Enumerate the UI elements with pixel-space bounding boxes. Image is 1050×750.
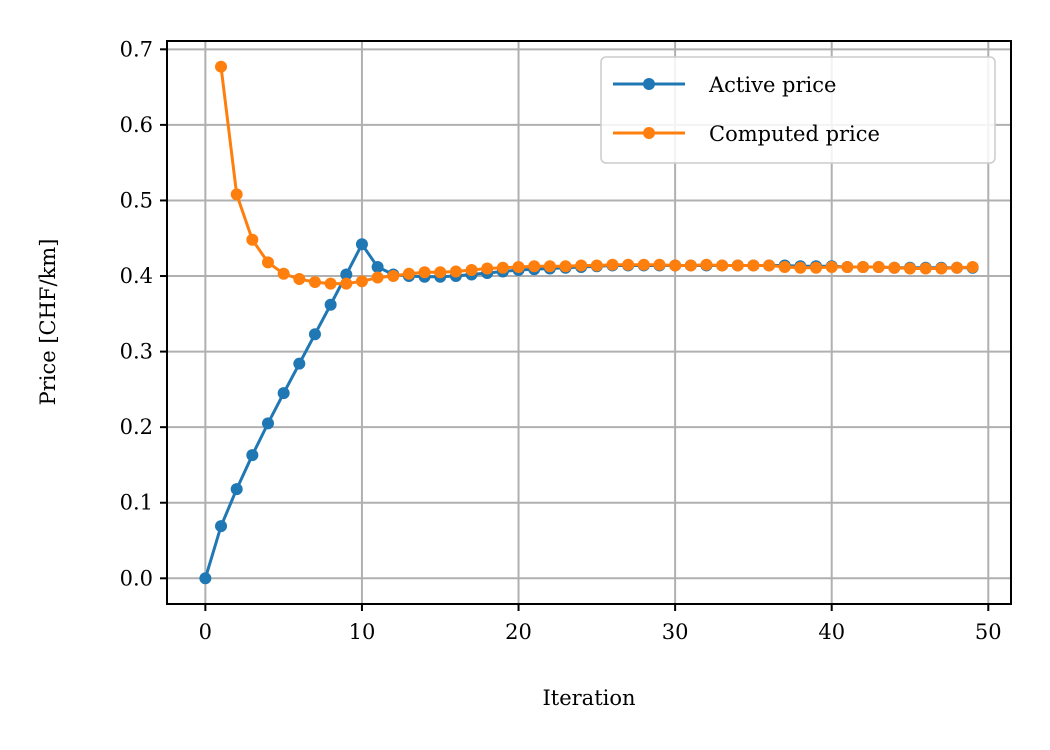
- data-point: [888, 261, 901, 274]
- series-computed-price: [215, 60, 979, 290]
- data-point: [402, 267, 415, 280]
- x-tick-label: 30: [662, 620, 689, 644]
- data-point: [230, 483, 243, 496]
- legend-label: Computed price: [709, 122, 880, 146]
- data-point: [293, 273, 306, 286]
- data-point: [308, 328, 321, 341]
- x-tick-label: 50: [975, 620, 1002, 644]
- data-point: [778, 260, 791, 273]
- data-point: [261, 417, 274, 430]
- series-active-price: [199, 238, 979, 585]
- data-point: [622, 258, 635, 271]
- y-tick-label: 0.3: [120, 340, 153, 364]
- data-point: [261, 256, 274, 269]
- data-point: [324, 298, 337, 311]
- y-tick-label: 0.4: [120, 264, 153, 288]
- data-point: [512, 260, 525, 273]
- data-point: [559, 260, 572, 273]
- data-point: [590, 259, 603, 272]
- plot-frame: [166, 40, 1012, 605]
- y-tick-label: 0.1: [120, 491, 153, 515]
- data-point: [543, 260, 556, 273]
- y-axis-label: Price [CHF/km]: [36, 239, 60, 406]
- data-point: [637, 258, 650, 271]
- data-point: [355, 275, 368, 288]
- data-point: [481, 262, 494, 275]
- legend-marker: [643, 78, 655, 90]
- data-point: [606, 258, 619, 271]
- data-point: [355, 238, 368, 251]
- data-point: [434, 266, 447, 279]
- data-point: [872, 260, 885, 273]
- plot-series: [199, 60, 979, 585]
- data-point: [230, 188, 243, 201]
- data-point: [684, 259, 697, 272]
- y-tick-label: 0.2: [120, 415, 153, 439]
- data-point: [277, 267, 290, 280]
- data-point: [215, 520, 228, 533]
- data-point: [308, 276, 321, 289]
- data-point: [716, 259, 729, 272]
- data-point: [246, 233, 259, 246]
- data-point: [966, 260, 979, 273]
- y-tick-label: 0.6: [120, 113, 153, 137]
- data-point: [496, 261, 509, 274]
- data-point: [763, 259, 776, 272]
- data-point: [246, 449, 259, 462]
- data-point: [653, 258, 666, 271]
- data-point: [857, 260, 870, 273]
- data-point: [340, 277, 353, 290]
- data-point: [669, 259, 682, 272]
- legend-marker: [643, 127, 655, 139]
- data-point: [215, 60, 228, 73]
- x-tick-label: 20: [505, 620, 532, 644]
- data-point: [904, 262, 917, 275]
- data-point: [950, 261, 963, 274]
- data-point: [371, 271, 384, 284]
- data-point: [919, 262, 932, 275]
- legend-box: [600, 56, 996, 164]
- y-tick-label: 0.0: [120, 566, 153, 590]
- y-tick-label: 0.5: [120, 188, 153, 212]
- data-point: [810, 261, 823, 274]
- y-tick-label: 0.7: [120, 37, 153, 61]
- axis-ticks: 0 10 20 30 40 50 0.0 0.1 0.2 0.3 0.4 0.5 0.6 0.7: [120, 37, 1002, 644]
- x-tick-label: 10: [349, 620, 376, 644]
- legend: Active price Computed price: [600, 56, 996, 164]
- data-point: [575, 259, 588, 272]
- data-point: [935, 262, 948, 275]
- data-point: [465, 263, 478, 276]
- legend-label: Active price: [708, 73, 836, 97]
- x-tick-label: 0: [199, 620, 212, 644]
- data-point: [794, 261, 807, 274]
- data-point: [700, 258, 713, 271]
- data-point: [324, 277, 337, 290]
- data-point: [418, 266, 431, 279]
- data-point: [841, 260, 854, 273]
- x-axis-label: Iteration: [542, 686, 635, 710]
- series-line: [203, 242, 973, 579]
- data-point: [277, 387, 290, 400]
- x-tick-label: 40: [818, 620, 845, 644]
- data-point: [199, 572, 212, 585]
- data-point: [340, 268, 353, 281]
- data-point: [449, 265, 462, 278]
- data-point: [528, 260, 541, 273]
- data-point: [825, 260, 838, 273]
- data-point: [371, 260, 384, 273]
- data-point: [293, 357, 306, 370]
- data-point: [387, 270, 400, 283]
- data-point: [731, 259, 744, 272]
- data-point: [747, 259, 760, 272]
